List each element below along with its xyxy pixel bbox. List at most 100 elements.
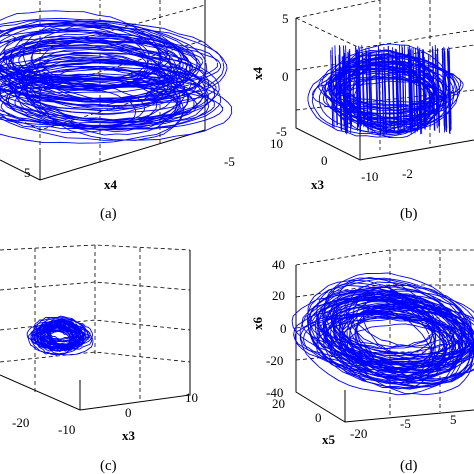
panel-b-trajectory-curve (423, 56, 427, 127)
panel-d-trajectory-curve (343, 316, 472, 368)
panel-d-caption: (d) (400, 458, 418, 474)
panel-b-trajectory-curve (401, 45, 405, 131)
panel-d-trajectory-curve (339, 298, 474, 388)
panel-b-trajectory-curve (410, 47, 414, 131)
panel-a-caption: (a) (100, 206, 117, 222)
panel-d-y-tick-0: -5 (400, 416, 411, 431)
panel-b-x-label: x3 (311, 177, 325, 192)
panel-a: 5 -5 x4 (a) (0, 0, 235, 222)
panel-d-trajectory-curve (308, 288, 461, 384)
panel-c-trajectory-curve (48, 328, 84, 351)
panel-b-trajectory-curve (335, 55, 338, 126)
panel-b-trajectory-curve (422, 52, 426, 130)
panel-a-trajectory-curve (0, 69, 209, 121)
panel-a-trajectory-curve (18, 73, 158, 129)
panel-c-trajectory-curve (46, 319, 77, 346)
panel-d-trajectory-curve (332, 294, 435, 372)
panel-b-trajectory-curve (408, 49, 412, 132)
panel-b-trajectory-curve (387, 46, 391, 125)
panel-b-trajectory-curve (412, 47, 416, 134)
panel-b-trajectory-curve (356, 49, 360, 128)
panel-b-trajectory-curve (408, 45, 412, 135)
panel-b-trajectory-curve (399, 44, 402, 124)
panel-b-trajectory-curve (431, 46, 435, 131)
panel-b-trajectory-curve (341, 56, 345, 130)
panel-c-trajectory (26, 315, 94, 356)
panel-c-trajectory-curve (38, 323, 91, 344)
panel-c-caption: (c) (100, 458, 117, 474)
panel-d-z-label: x6 (250, 317, 265, 331)
panel-a-trajectory-curve (0, 73, 233, 141)
panel-b-trajectory-curve (415, 56, 419, 131)
panel-b-trajectory-curve (331, 47, 335, 128)
panel-b-trajectory-curve (365, 50, 369, 132)
panel-a-trajectory-curve (22, 19, 188, 103)
panel-d-trajectory-curve (334, 296, 466, 356)
panel-b-z-tick-0: 5 (282, 11, 289, 26)
panel-b-z-tick-1: 0 (282, 69, 289, 84)
panel-b-x-tick-2: -10 (361, 169, 378, 184)
panel-a-trajectory-curve (9, 32, 198, 88)
panel-b-trajectory-curve (368, 47, 372, 125)
panel-b-trajectory-curve (369, 52, 373, 134)
panel-d-trajectory-curve (326, 311, 446, 381)
panel-b-trajectory-curve (448, 52, 452, 124)
panel-d-trajectory-curve (309, 299, 448, 378)
panel-b-z-tick-2: -5 (276, 124, 287, 139)
panel-a-trajectory-curve (0, 75, 195, 128)
panel-a-x-label: x4 (104, 177, 118, 192)
panel-b-trajectory-curve (434, 44, 438, 129)
panel-a-trajectory (0, 10, 233, 144)
panel-b-trajectory-curve (343, 56, 347, 126)
panel-a-trajectory-curve (20, 60, 176, 108)
panel-b-trajectory-curve (401, 47, 405, 131)
panel-d-trajectory-curve (349, 303, 474, 384)
panel-c-x-tick-0: -10 (58, 422, 75, 437)
panel-b-trajectory-curve (349, 48, 353, 128)
panel-d-z-tick-3: -20 (266, 353, 283, 368)
panel-d-x-tick-2: -20 (350, 426, 367, 441)
panel-a-trajectory-curve (0, 44, 194, 87)
panel-d-trajectory-curve (318, 289, 454, 361)
panel-b-trajectory-curve (374, 55, 378, 124)
panel-b-trajectory-curve (384, 55, 387, 134)
panel-a-trajectory-curve (0, 85, 224, 131)
panel-b-trajectory-curve (355, 47, 359, 124)
panel-b-x-tick-0: 10 (270, 136, 283, 151)
panel-c-x-tick-2: 10 (185, 390, 198, 405)
panel-b-trajectory-curve (342, 55, 346, 126)
panel-d-trajectory-curve (332, 291, 474, 384)
panel-b-trajectory-curve (444, 51, 448, 129)
panel-b-trajectory-curve (432, 48, 436, 132)
panel-b-z-label: x4 (250, 67, 265, 81)
panel-b-trajectory-curve (436, 54, 440, 127)
panel-b-trajectory-curve (417, 47, 421, 125)
panel-a-trajectory-curve (22, 54, 181, 133)
panel-b-trajectory-curve (330, 55, 334, 128)
panel-b: 5 0 -5 x4 10 0 -10 x3 -2 (b) (250, 0, 474, 222)
panel-b-trajectory-curve (348, 52, 352, 134)
panel-b-trajectory-curve (421, 49, 425, 129)
panel-b-trajectory-curve (396, 51, 400, 131)
panel-b-trajectory-curve (447, 50, 451, 135)
panel-b-trajectory-curve (352, 61, 431, 139)
panel-b-trajectory-curve (345, 54, 349, 128)
panel-d-x-tick-0: 20 (272, 396, 285, 411)
panel-b-trajectory-curve (403, 45, 407, 128)
panel-b-trajectory-curve (398, 54, 402, 135)
panel-b-trajectory-curve (436, 49, 440, 133)
panel-b-trajectory-curve (442, 52, 446, 128)
panel-b-trajectory-curve (383, 51, 387, 130)
panel-b-trajectory-curve (391, 56, 395, 131)
panel-a-trajectory-curve (2, 40, 204, 81)
panel-b-trajectory-curve (347, 51, 351, 124)
panel-d-z-tick-1: 20 (272, 288, 285, 303)
panel-b-trajectory-curve (419, 55, 423, 128)
panel-d-x-tick-1: 0 (315, 410, 322, 425)
panel-b-trajectory-curve (367, 53, 371, 131)
panel-d-trajectory-curve (355, 302, 472, 380)
panel-b-trajectory-curve (375, 50, 379, 131)
panel-a-x-tick-0: 5 (24, 165, 31, 180)
panel-a-trajectory-curve (7, 74, 209, 130)
panel-b-trajectory-curve (377, 45, 381, 134)
